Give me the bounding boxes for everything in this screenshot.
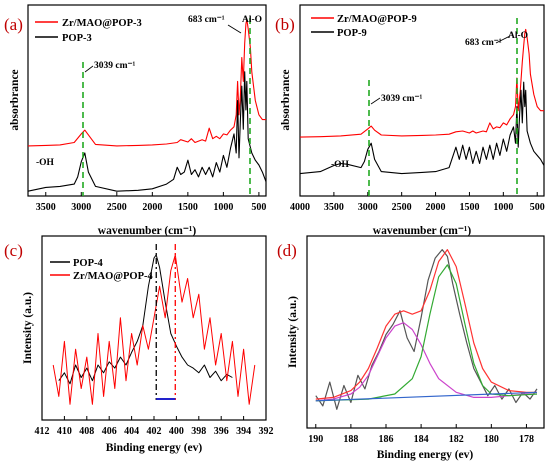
series-group-c — [52, 254, 256, 405]
legend-label-a-2: POP-3 — [62, 33, 92, 44]
annotation-3039-b: 3039 cm⁻¹ — [381, 94, 423, 104]
x-tick-label-a-3: 2000 — [142, 202, 162, 213]
legend-label-b-1: Zr/MAO@POP-9 — [337, 14, 417, 25]
annotation-683-arrow-a — [227, 24, 242, 34]
x-axis-label-b: wavenumber (cm⁻¹) — [373, 225, 472, 237]
x-axis-label-c: Binding energy (ev) — [106, 442, 203, 454]
x-tick-label-c-6: 400 — [169, 426, 184, 437]
x-tick-label-b-7: 500 — [530, 202, 545, 213]
x-tick-label-b-6: 1000 — [493, 202, 513, 213]
x-tick-label-a-5: 1000 — [213, 202, 233, 213]
x-tick-label-c-3: 406 — [102, 426, 117, 437]
plot-frame-b — [299, 4, 545, 197]
x-ticks-b: 4000 3500 3000 2500 2000 1500 1000 500 — [290, 192, 545, 213]
annotation-683-a: 683 cm⁻¹ — [188, 15, 225, 25]
annotation-683-b: 683 cm⁻¹ — [465, 38, 502, 48]
x-tick-label-c-0: 412 — [35, 426, 50, 437]
series-group-d — [315, 249, 538, 410]
x-tick-label-c-5: 402 — [147, 426, 162, 437]
x-ticks-d: 190 188 186 184 182 180 178 — [308, 424, 534, 445]
x-tick-label-c-4: 404 — [124, 426, 139, 437]
x-tick-label-d-4: 182 — [449, 434, 464, 445]
panel-a: 3500 3000 2500 2000 1500 1000 500 (a) Zr/MAO@P… — [4, 4, 267, 237]
x-tick-label-b-0: 4000 — [290, 202, 310, 213]
x-tick-label-a-6: 500 — [251, 202, 266, 213]
x-tick-label-a-2: 2500 — [107, 202, 127, 213]
x-tick-label-b-5: 1500 — [459, 202, 479, 213]
panel-label-b: (b) — [275, 15, 295, 34]
series-line-b-2 — [299, 81, 545, 175]
x-tick-label-c-9: 394 — [236, 426, 251, 437]
x-tick-label-c-7: 398 — [191, 426, 206, 437]
x-tick-label-c-2: 408 — [79, 426, 94, 437]
x-tick-label-b-1: 3500 — [324, 202, 344, 213]
panel-label-c: (c) — [4, 241, 23, 260]
plot-frame-a — [27, 4, 267, 197]
panel-b: 4000 3500 3000 2500 2000 1500 1000 500 (b) Zr/M… — [275, 4, 545, 237]
x-tick-label-b-3: 2500 — [392, 202, 412, 213]
series-line-a-1 — [27, 18, 266, 147]
x-ticks-c: 412 410 408 406 404 402 400 398 396 394 392 — [35, 416, 274, 437]
annotation-3039-leader-a — [84, 65, 94, 73]
annotation-3039-a: 3039 cm⁻¹ — [94, 61, 136, 71]
series-line-c-2 — [52, 254, 256, 405]
x-tick-label-d-2: 186 — [379, 434, 394, 445]
x-tick-label-d-3: 184 — [414, 434, 429, 445]
x-tick-label-d-6: 178 — [519, 434, 534, 445]
series-group-a — [27, 18, 267, 192]
x-axis-label-a: wavenumber (cm⁻¹) — [98, 225, 197, 237]
y-axis-label-c: Intensity (a.u.) — [22, 292, 34, 364]
x-tick-label-a-4: 1500 — [178, 202, 198, 213]
x-tick-label-c-8: 396 — [214, 426, 229, 437]
panel-c: 412 410 408 406 404 402 400 398 396 394 392 (c) PO… — [4, 235, 274, 454]
x-ticks-a: 3500 3000 2500 2000 1500 1000 500 — [36, 192, 266, 213]
annotation-3039-leader-b — [370, 97, 381, 105]
x-tick-label-c-1: 410 — [57, 426, 72, 437]
annotation-683-arrow-b — [495, 35, 511, 44]
series-line-a-2 — [27, 71, 267, 192]
series-line-b-1 — [299, 28, 544, 138]
legend-label-c-1: POP-4 — [73, 258, 103, 269]
plot-frame-d — [306, 235, 545, 429]
legend-label-c-2: Zr/MAO@POP-4 — [73, 271, 153, 282]
x-tick-label-d-5: 180 — [484, 434, 499, 445]
legend-label-a-1: Zr/MAO@POP-3 — [62, 18, 142, 29]
x-tick-label-a-0: 3500 — [36, 202, 56, 213]
annotation-oh-b: -OH — [331, 160, 350, 170]
annotation-alo-a: Al-O — [242, 15, 262, 25]
annotation-oh-a: -OH — [36, 158, 55, 168]
x-tick-label-d-1: 188 — [343, 434, 358, 445]
series-line-d-4 — [315, 264, 538, 402]
annotation-alo-b: Al-O — [508, 31, 528, 41]
y-axis-label-d: Intensity (a.u.) — [287, 296, 299, 368]
panel-d: 190 188 186 184 182 180 178 (d) Binding energy… — [277, 235, 545, 461]
x-tick-label-d-0: 190 — [308, 434, 323, 445]
legend-label-b-2: POP-9 — [337, 28, 367, 39]
series-group-b — [299, 28, 545, 175]
x-tick-label-c-10: 392 — [259, 426, 274, 437]
x-axis-label-d: Binding energy (ev) — [377, 449, 474, 461]
x-tick-label-b-4: 2000 — [426, 202, 446, 213]
series-line-d-5 — [315, 391, 538, 402]
panel-label-a: (a) — [4, 15, 23, 34]
panel-label-d: (d) — [277, 241, 297, 260]
x-tick-label-b-2: 3000 — [358, 202, 378, 213]
x-tick-label-a-1: 3000 — [71, 202, 91, 213]
series-line-d-2 — [315, 249, 537, 400]
series-line-d-3 — [315, 322, 537, 402]
y-axis-label-b: absorbrance — [280, 69, 292, 130]
y-axis-label-a: absorbrance — [9, 69, 21, 130]
